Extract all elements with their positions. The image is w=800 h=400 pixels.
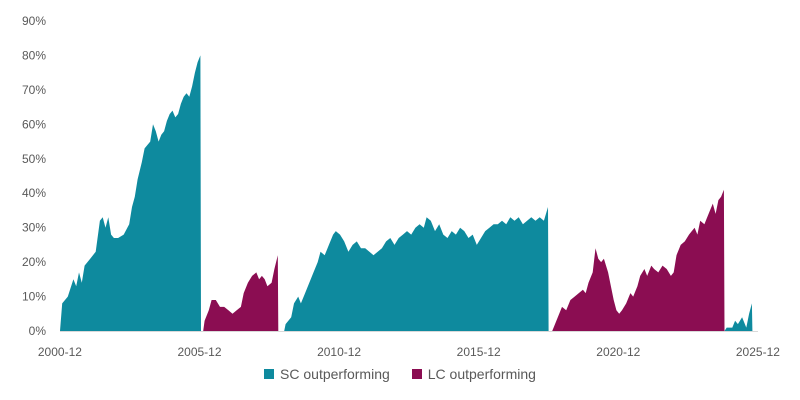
- area-series-0-segment-0: [60, 55, 201, 332]
- y-tick-label: 10%: [22, 290, 46, 304]
- legend-item-sc: SC outperforming: [264, 366, 390, 382]
- area-series-0-segment-1: [284, 207, 549, 331]
- y-tick-label: 50%: [22, 152, 46, 166]
- area-series-1-segment-0: [203, 255, 279, 331]
- x-tick-label: 2010-12: [317, 345, 361, 359]
- legend-swatch-sc: [264, 369, 275, 379]
- area-series-1-segment-1: [552, 189, 725, 331]
- y-tick-label: 30%: [22, 221, 46, 235]
- y-tick-label: 70%: [22, 83, 46, 97]
- x-tick-label: 2005-12: [177, 345, 221, 359]
- x-tick-label: 2025-12: [736, 345, 780, 359]
- y-tick-label: 60%: [22, 117, 46, 131]
- chart-areas: [60, 55, 753, 332]
- x-tick-label: 2015-12: [457, 345, 501, 359]
- y-tick-label: 0%: [29, 324, 47, 338]
- y-axis: 0% 10% 20% 30% 40% 50% 60% 70% 80% 90%: [22, 14, 46, 338]
- legend: SC outperforming LC outperforming: [0, 366, 800, 382]
- legend-label-lc: LC outperforming: [427, 366, 536, 382]
- y-tick-label: 90%: [22, 14, 46, 28]
- legend-label-sc: SC outperforming: [280, 366, 390, 382]
- y-tick-label: 20%: [22, 255, 46, 269]
- legend-swatch-lc: [411, 369, 422, 379]
- x-tick-label: 2020-12: [596, 345, 640, 359]
- area-series-0-segment-2: [724, 303, 753, 331]
- y-tick-label: 80%: [22, 48, 46, 62]
- y-tick-label: 40%: [22, 186, 46, 200]
- legend-item-lc: LC outperforming: [411, 366, 536, 382]
- x-tick-label: 2000-12: [38, 345, 82, 359]
- x-axis: 2000-12 2005-12 2010-12 2015-12 2020-12 2025-…: [38, 331, 780, 359]
